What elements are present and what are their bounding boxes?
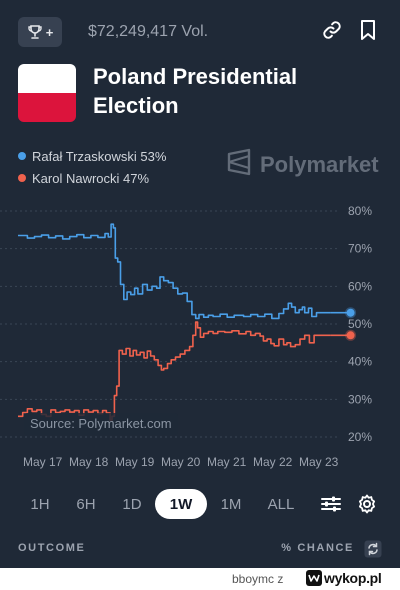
volume-label: $72,249,417 Vol.	[88, 23, 209, 40]
market-title: Poland Presidential Election	[93, 62, 383, 120]
bookmark-button[interactable]	[356, 19, 380, 46]
legend-item-nawrocki: Karol Nawrocki 47%	[18, 167, 166, 189]
tab-1m[interactable]: 1M	[220, 495, 242, 513]
probability-chart: 80% 70% 60% 50% 40% 30% 20% May 17 May 18 May 19 M…	[0, 204, 372, 469]
wykop-logo[interactable]: wykop.pl	[306, 570, 382, 586]
legend-dot-blue	[18, 152, 26, 160]
tab-all[interactable]: ALL	[267, 495, 295, 513]
refresh-icon	[364, 540, 382, 558]
trophy-plus: +	[45, 24, 54, 40]
x-tick-label: May 22	[253, 455, 293, 469]
gear-icon	[356, 494, 378, 519]
source-label: Source: Polymarket.com	[24, 413, 178, 435]
x-tick-label: May 21	[207, 455, 247, 469]
y-tick-label: 50%	[348, 317, 372, 331]
bookmark-icon	[359, 19, 377, 46]
chance-column-label: % CHANCE	[281, 542, 354, 554]
time-range-tabs: 1H 6H 1D 1W 1M ALL	[0, 487, 400, 521]
market-title-line-2: Election	[93, 93, 179, 118]
legend-label-trzaskowski: Rafał Trzaskowski 53%	[32, 148, 167, 164]
link-button[interactable]	[320, 20, 344, 44]
y-tick-label: 80%	[348, 204, 372, 218]
wykop-logo-icon	[306, 570, 322, 586]
link-icon	[321, 19, 343, 46]
outcome-column-label: OUTCOME	[18, 542, 86, 554]
y-tick-label: 70%	[348, 242, 372, 256]
tab-1h[interactable]: 1H	[30, 495, 50, 513]
sliders-icon	[320, 496, 342, 519]
market-page: + $72,249,417 Vol. Poland Presidential E…	[0, 16, 400, 558]
polymarket-logo-icon	[226, 148, 252, 181]
wykop-logo-text: wykop.pl	[324, 570, 382, 586]
legend-label-nawrocki: Karol Nawrocki 47%	[32, 170, 150, 186]
series-line-nawrocki	[18, 321, 331, 421]
wykop-footer: bboymc z wykop.pl	[0, 568, 400, 590]
filter-settings-button[interactable]	[320, 493, 342, 515]
series-end-dot-trzaskowski[interactable]	[346, 308, 355, 317]
tab-1w[interactable]: 1W	[155, 489, 207, 519]
chart-legend: Rafał Trzaskowski 53% Karol Nawrocki 47%	[18, 145, 166, 189]
x-tick-label: May 23	[299, 455, 339, 469]
footer-author: bboymc z	[232, 572, 284, 586]
top-bar: + $72,249,417 Vol.	[18, 16, 384, 48]
chart-settings-button[interactable]	[356, 493, 378, 515]
x-tick-label: May 19	[115, 455, 155, 469]
legend-item-trzaskowski: Rafał Trzaskowski 53%	[18, 145, 166, 167]
poland-flag-image	[18, 64, 76, 122]
y-tick-label: 60%	[348, 279, 372, 293]
y-tick-label: 30%	[348, 392, 372, 406]
trophy-icon	[27, 24, 43, 40]
tab-6h[interactable]: 6H	[76, 495, 96, 513]
x-tick-label: May 17	[23, 455, 63, 469]
trophy-chip[interactable]: +	[18, 17, 62, 47]
x-tick-label: May 18	[69, 455, 109, 469]
legend-dot-red	[18, 174, 26, 182]
series-end-dot-nawrocki[interactable]	[346, 331, 355, 340]
polymarket-watermark: Polymarket	[226, 148, 379, 181]
refresh-button[interactable]	[364, 540, 382, 558]
y-tick-label: 40%	[348, 355, 372, 369]
outcome-table-header: OUTCOME % CHANCE	[18, 540, 382, 558]
polymarket-wordmark: Polymarket	[260, 151, 379, 177]
series-line-trzaskowski	[18, 223, 331, 320]
tab-1d[interactable]: 1D	[122, 495, 142, 513]
y-tick-label: 20%	[348, 430, 372, 444]
market-title-line-1: Poland Presidential	[93, 64, 298, 89]
x-tick-label: May 20	[161, 455, 201, 469]
